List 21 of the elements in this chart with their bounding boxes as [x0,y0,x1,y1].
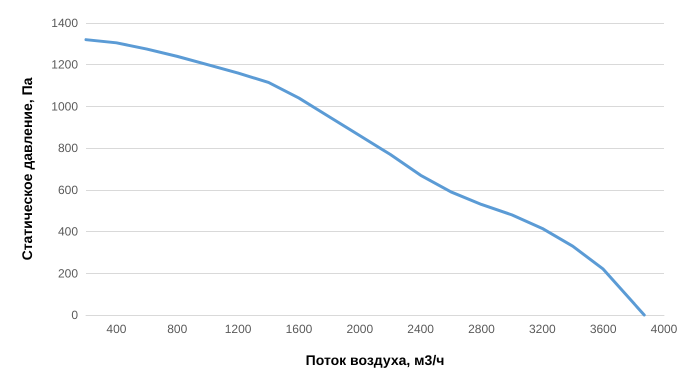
y-tick-label: 200 [58,266,78,280]
x-tick-label: 2800 [468,322,496,336]
y-tick-label: 400 [58,224,78,239]
x-tick-label: 1600 [286,322,313,336]
x-tick-label: 400 [106,322,127,336]
y-axis-title: Статическое давление, Па [19,77,35,260]
y-tick-label: 800 [58,141,78,156]
x-axis-title: Поток воздуха, м3/ч [306,352,444,368]
y-tick-label: 0 [71,308,78,322]
x-tick-label: 4000 [650,322,678,336]
y-tick-label: 1200 [51,58,78,72]
line-series [84,38,646,316]
x-tick-label: 3600 [590,322,617,336]
y-tick-label: 600 [58,182,78,197]
x-tick-label: 1200 [224,322,252,336]
x-tick-label: 800 [167,322,188,336]
x-tick-label: 2400 [407,322,434,336]
x-tick-label: 2000 [346,322,374,336]
x-tick-label: 3200 [528,322,556,336]
y-tick-label: 1400 [51,16,78,30]
y-tick-label: 1000 [51,99,78,114]
